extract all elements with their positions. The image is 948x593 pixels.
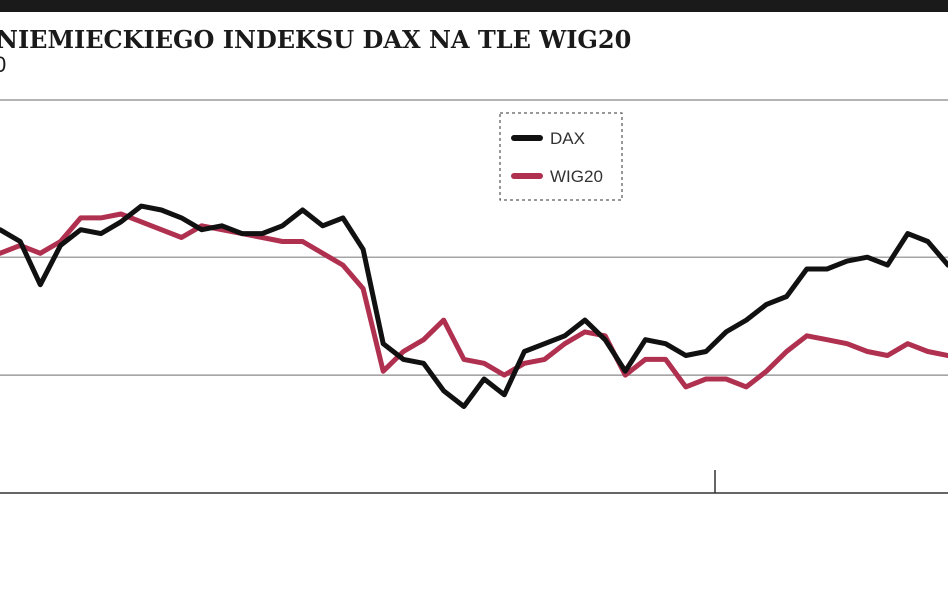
chart-subtitle: 0 xyxy=(0,52,6,77)
series-line xyxy=(0,211,948,390)
series-line xyxy=(0,203,948,409)
legend: DAX WIG20 xyxy=(499,112,623,201)
plot xyxy=(0,99,948,494)
legend-label: DAX xyxy=(550,129,585,148)
top-bar xyxy=(0,0,948,12)
chart-title: NIEMIECKIEGO INDEKSU DAX NA TLE WIG20 xyxy=(0,25,631,54)
legend-box xyxy=(499,112,623,201)
legend-label: WIG20 xyxy=(550,167,603,186)
